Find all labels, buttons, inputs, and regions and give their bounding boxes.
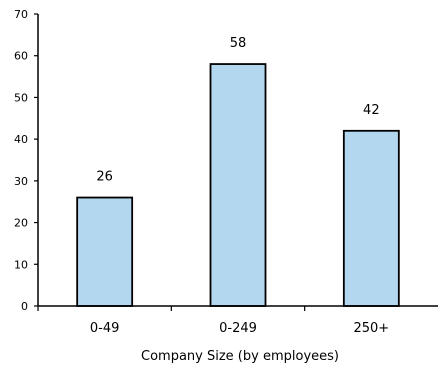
y-tick-label: 30 <box>14 175 28 188</box>
y-axis-ticks: 0 10 20 30 40 50 60 70 <box>14 8 38 313</box>
y-tick-label: 10 <box>14 258 28 271</box>
x-axis-title: Company Size (by employees) <box>141 349 339 364</box>
bar <box>342 129 400 307</box>
x-category-label: 0-249 <box>219 321 257 336</box>
y-tick-label: 70 <box>14 8 28 21</box>
x-axis-ticks: 0-49 0-249 250+ <box>37 306 389 336</box>
bar <box>209 63 267 307</box>
y-tick-label: 50 <box>14 91 28 104</box>
y-tick-label: 20 <box>14 217 28 230</box>
bars: 26 58 42 <box>76 36 400 307</box>
bar <box>76 196 134 307</box>
x-category-label: 250+ <box>353 321 389 336</box>
y-tick-label: 40 <box>14 133 28 146</box>
x-category-label: 0-49 <box>90 321 120 336</box>
bar-value-label: 58 <box>230 36 247 51</box>
y-tick-label: 60 <box>14 50 28 63</box>
bar-value-label: 26 <box>96 170 113 185</box>
y-tick-label: 0 <box>21 300 28 313</box>
bar-value-label: 42 <box>363 103 380 118</box>
